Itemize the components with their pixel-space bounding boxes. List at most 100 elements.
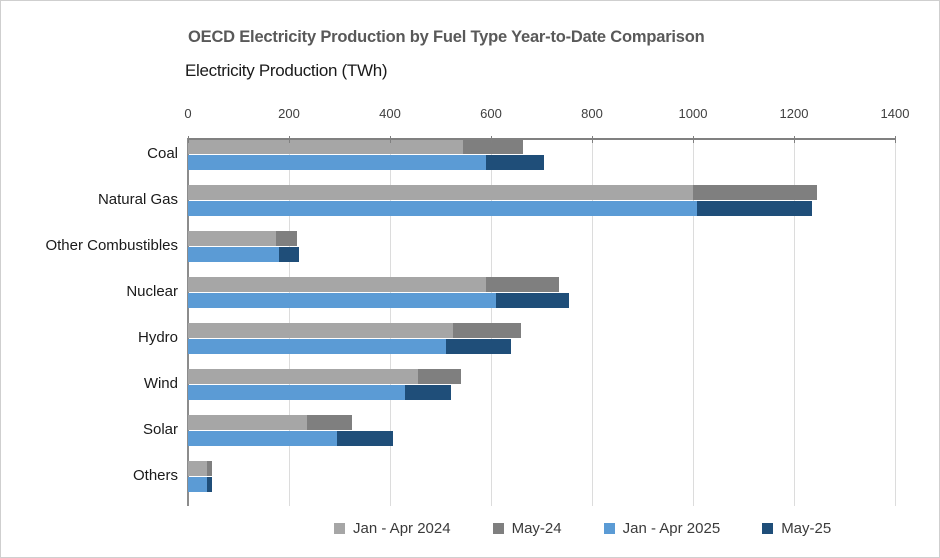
bar-segment-solar-may-24 <box>306 415 353 430</box>
category-row-coal <box>188 138 895 184</box>
bar-segment-natural-gas-jan-apr-2024 <box>188 185 693 200</box>
legend-swatch-icon <box>492 523 504 534</box>
x-axis-tick-label: 1000 <box>678 106 708 121</box>
legend-swatch-icon <box>334 523 345 534</box>
gridline <box>390 138 391 506</box>
x-axis-line <box>188 138 895 140</box>
legend-item-may-25: May-25 <box>762 520 831 537</box>
bar-segment-hydro-may-24 <box>453 323 522 338</box>
x-axis-tick-mark <box>895 136 896 143</box>
gridline <box>693 138 694 506</box>
category-row-others <box>188 460 895 506</box>
bar-segment-other-combustibles-jan-apr-2024 <box>188 231 277 246</box>
gridline <box>491 138 492 506</box>
bar-wind-y2024 <box>188 369 461 384</box>
bar-others-y2025 <box>188 477 212 492</box>
bar-segment-coal-may-24 <box>463 139 523 154</box>
chart-title: OECD Electricity Production by Fuel Type… <box>188 28 705 46</box>
x-axis-tick-mark <box>390 136 391 143</box>
x-axis-tick-label: 0 <box>184 106 192 121</box>
zero-axis-line <box>187 138 189 506</box>
category-row-natural-gas <box>188 184 895 230</box>
bar-wind-y2025 <box>188 385 451 400</box>
x-axis-tick-label: 1200 <box>779 106 809 121</box>
gridline <box>289 138 290 506</box>
bar-segment-coal-jan-apr-2024 <box>188 139 464 154</box>
x-axis-tick-mark <box>491 136 492 143</box>
x-axis-tick-label: 800 <box>581 106 603 121</box>
bar-segment-coal-jan-apr-2025 <box>188 155 486 170</box>
x-axis-tick-mark <box>592 136 593 143</box>
gridline <box>592 138 593 506</box>
legend: Jan - Apr 2024 May-24 Jan - Apr 2025 May-25 <box>334 520 831 537</box>
bar-segment-nuclear-jan-apr-2025 <box>188 293 497 308</box>
bar-segment-hydro-may-25 <box>445 339 512 354</box>
category-label-natural-gas: Natural Gas <box>97 191 178 208</box>
x-axis-tick-label: 200 <box>278 106 300 121</box>
bar-segment-hydro-jan-apr-2025 <box>188 339 446 354</box>
bar-segment-nuclear-jan-apr-2024 <box>188 277 486 292</box>
category-row-wind <box>188 368 895 414</box>
x-axis-tick-label: 1400 <box>880 106 910 121</box>
bar-segment-others-may-25 <box>206 477 212 492</box>
legend-label: Jan - Apr 2024 <box>353 520 451 537</box>
bar-solar-y2025 <box>188 431 393 446</box>
bar-segment-solar-may-25 <box>336 431 393 446</box>
bar-segment-others-may-24 <box>207 461 213 476</box>
bar-segment-other-combustibles-may-25 <box>278 247 300 262</box>
legend-label: Jan - Apr 2025 <box>622 520 721 537</box>
legend-item-may-24: May-24 <box>492 520 562 537</box>
bar-segment-natural-gas-may-25 <box>697 201 813 216</box>
bar-segment-wind-jan-apr-2025 <box>188 385 406 400</box>
category-label-wind: Wind <box>143 375 178 392</box>
bar-coal-y2025 <box>188 155 544 170</box>
bar-segment-hydro-jan-apr-2024 <box>188 323 454 338</box>
category-row-other-combustibles <box>188 230 895 276</box>
gridline <box>794 138 795 506</box>
x-axis-tick-label: 600 <box>480 106 502 121</box>
bar-nuclear-y2025 <box>188 293 570 308</box>
bar-hydro-y2024 <box>188 323 522 338</box>
category-row-nuclear <box>188 276 895 322</box>
bar-segment-other-combustibles-jan-apr-2025 <box>188 247 279 262</box>
axis-title: Electricity Production (TWh) <box>185 61 388 80</box>
legend-swatch-icon <box>762 523 774 534</box>
x-axis-tick-mark <box>289 136 290 143</box>
gridline <box>895 138 896 506</box>
bar-segment-nuclear-may-25 <box>496 293 570 308</box>
category-label-hydro: Hydro <box>137 329 178 346</box>
bar-natural-gas-y2024 <box>188 185 817 200</box>
x-axis-tick-label: 400 <box>379 106 401 121</box>
legend-item-jan-apr-2024: Jan - Apr 2024 <box>334 520 451 537</box>
bar-segment-others-jan-apr-2025 <box>188 477 207 492</box>
category-label-solar: Solar <box>142 421 178 438</box>
legend-item-jan-apr-2025: Jan - Apr 2025 <box>603 520 721 537</box>
x-axis-tick-mark <box>794 136 795 143</box>
bar-nuclear-y2024 <box>188 277 560 292</box>
category-row-hydro <box>188 322 895 368</box>
category-label-others: Others <box>132 467 178 484</box>
bar-segment-natural-gas-may-24 <box>693 185 817 200</box>
bar-others-y2024 <box>188 461 213 476</box>
x-axis-tick-mark <box>188 136 189 143</box>
category-label-coal: Coal <box>147 145 178 162</box>
bar-hydro-y2025 <box>188 339 512 354</box>
bar-solar-y2024 <box>188 415 353 430</box>
bar-segment-wind-may-25 <box>405 385 451 400</box>
bar-segment-wind-may-24 <box>417 369 461 384</box>
bar-segment-natural-gas-jan-apr-2025 <box>188 201 698 216</box>
x-axis-tick-mark <box>693 136 694 143</box>
bar-coal-y2024 <box>188 139 523 154</box>
category-label-nuclear: Nuclear <box>126 283 178 300</box>
bar-segment-nuclear-may-24 <box>485 277 560 292</box>
legend-label: May-24 <box>511 520 562 537</box>
bar-natural-gas-y2025 <box>188 201 813 216</box>
category-row-solar <box>188 414 895 460</box>
bar-segment-other-combustibles-may-24 <box>276 231 297 246</box>
legend-label: May-25 <box>781 520 832 537</box>
plot-area <box>187 136 896 506</box>
bar-segment-coal-may-25 <box>485 155 544 170</box>
bar-segment-others-jan-apr-2024 <box>188 461 208 476</box>
bar-other-combustibles-y2025 <box>188 247 300 262</box>
